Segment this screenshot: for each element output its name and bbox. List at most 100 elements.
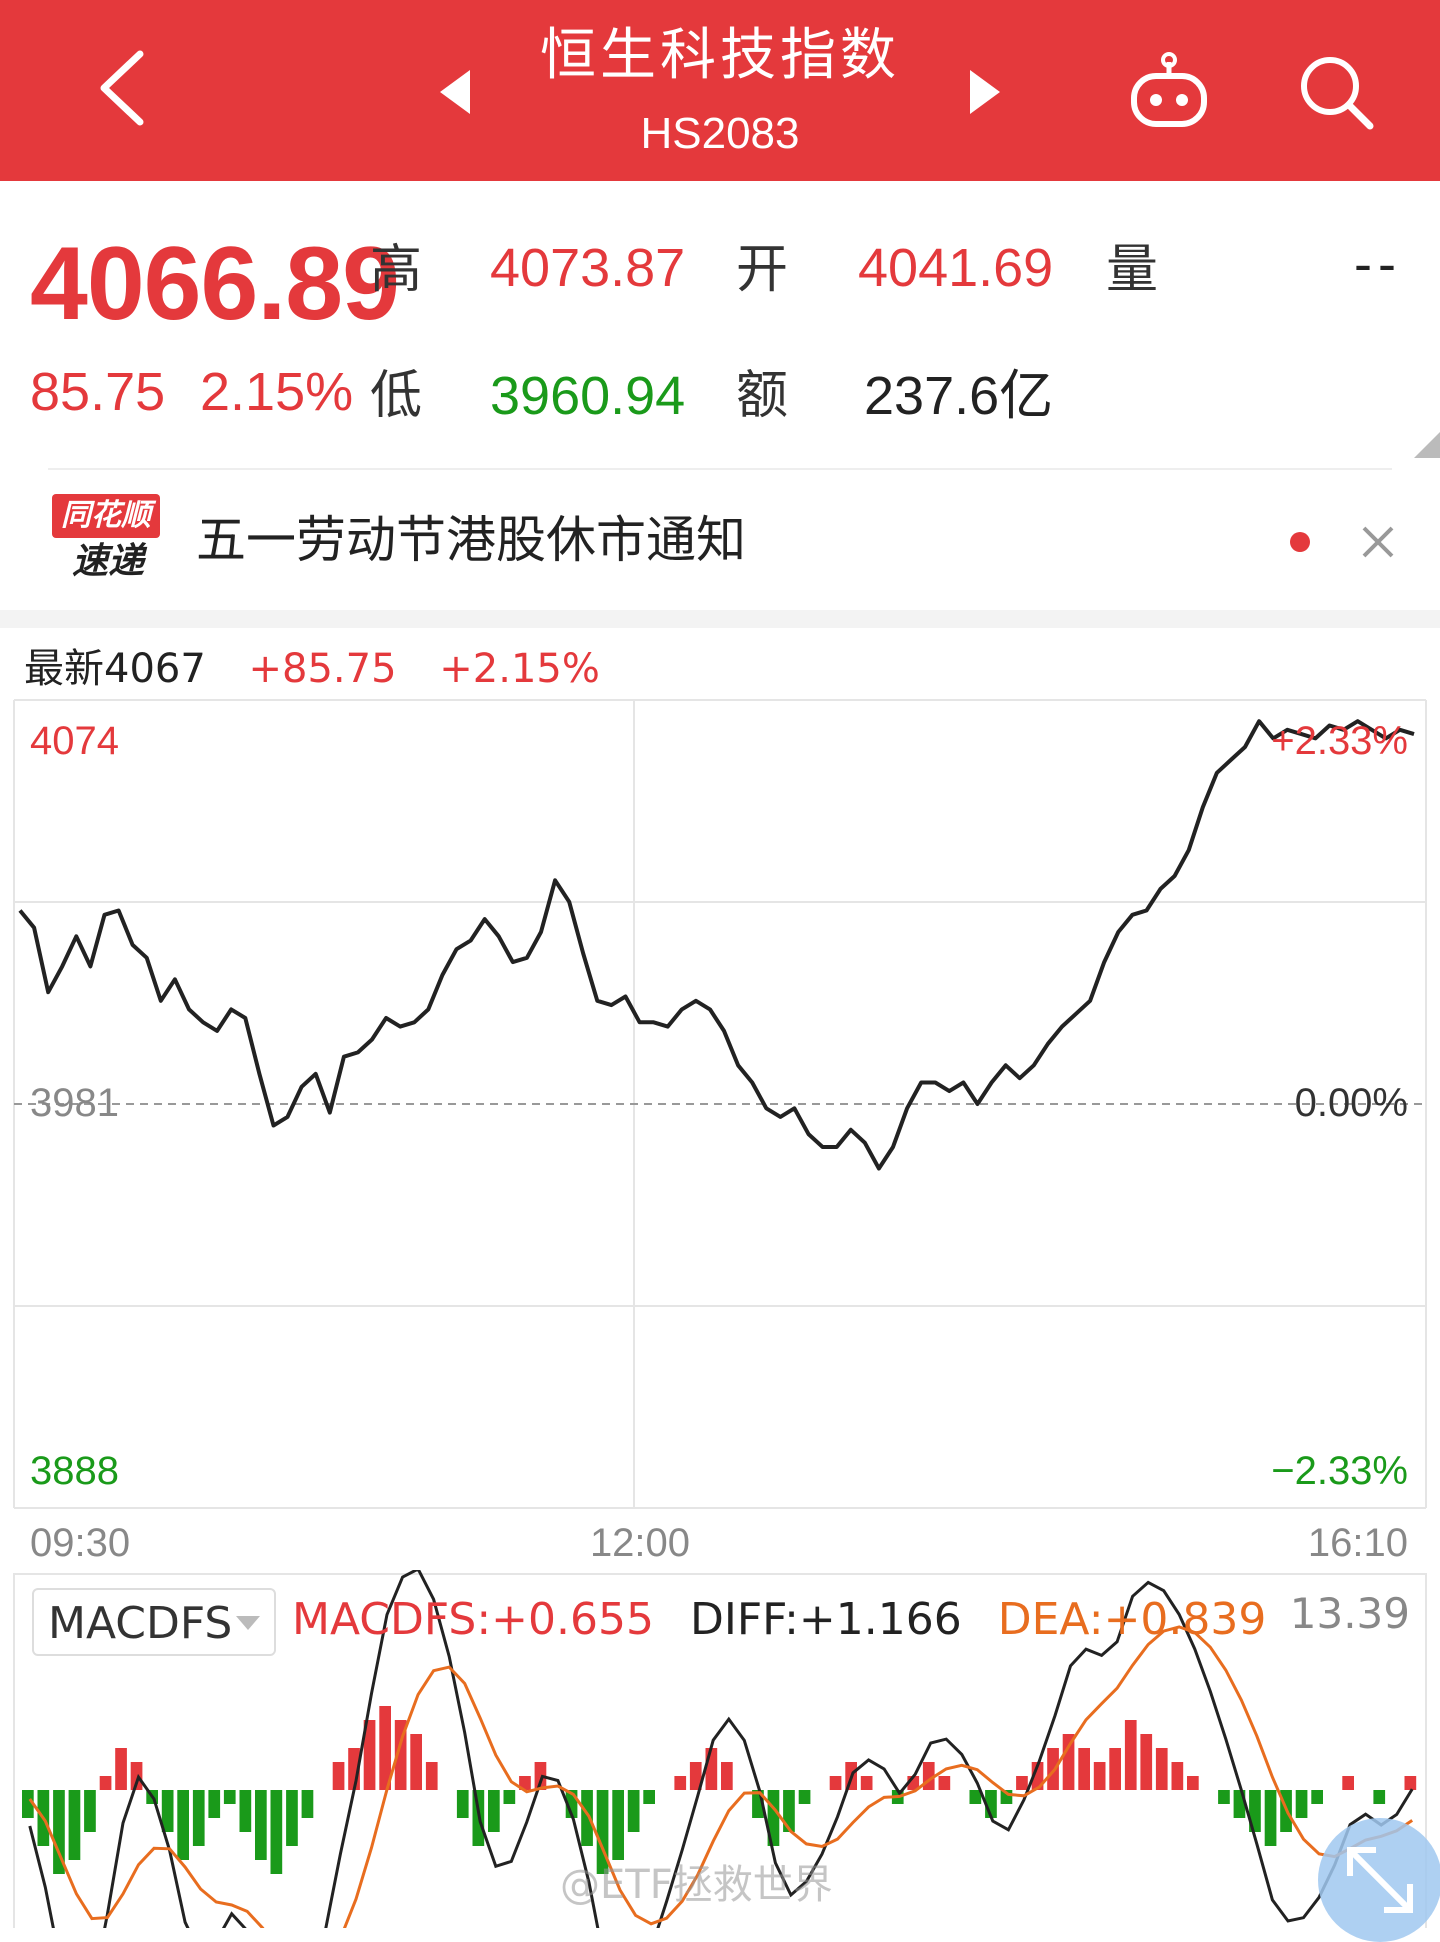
macd-bar [84, 1790, 96, 1832]
chevron-down-icon [236, 1616, 260, 1630]
macd-bar [985, 1790, 997, 1818]
macd-bar [534, 1762, 547, 1790]
latest-change-pct: +2.15% [439, 646, 600, 692]
volume-label: 量 [1106, 240, 1159, 300]
dea-value: DEA:+0.839 [997, 1594, 1267, 1645]
macd-chart[interactable] [0, 1570, 1440, 1928]
expand-corner-mark[interactable] [1414, 432, 1440, 458]
macd-bar [519, 1776, 531, 1790]
macd-bar [286, 1790, 298, 1846]
news-logo-bottom: 速递 [71, 541, 144, 582]
macd-bar [394, 1720, 407, 1790]
open-value: 4041.69 [858, 238, 1054, 298]
open-label: 开 [736, 240, 789, 300]
macd-max-value: 13.39 [1289, 1589, 1410, 1638]
current-price: 4066.89 [30, 226, 400, 342]
macd-bar [1404, 1776, 1417, 1790]
price-line [18, 719, 1415, 1171]
macd-bar [1233, 1790, 1246, 1818]
macd-bar [130, 1762, 143, 1790]
watermark: @ETF拯救世界 [560, 1862, 833, 1908]
macd-bar [581, 1790, 593, 1846]
y-label-top: 4074 [30, 719, 119, 763]
macd-bar [410, 1734, 422, 1790]
macd-bar [565, 1790, 578, 1818]
high-value: 4073.87 [490, 238, 686, 298]
low-label: 低 [370, 366, 423, 426]
back-icon[interactable] [88, 48, 168, 128]
macd-bar [1187, 1776, 1199, 1790]
macd-bar [1295, 1790, 1308, 1818]
search-icon[interactable] [1296, 50, 1376, 132]
diff-value: DIFF:+1.166 [690, 1594, 962, 1645]
close-icon[interactable] [1360, 524, 1396, 560]
news-logo-top: 同花顺 [52, 494, 160, 538]
pct-label-top: +2.33% [1271, 719, 1408, 763]
macd-bar [1342, 1776, 1354, 1790]
news-logo: 同花顺 速递 [48, 494, 160, 584]
y-label-bottom: 3888 [30, 1449, 119, 1493]
amount-value: 237.6亿 [864, 366, 1054, 426]
macd-bar [1311, 1790, 1323, 1804]
latest-change: +85.75 [248, 646, 397, 692]
macd-bar [798, 1790, 811, 1804]
expand-icon[interactable] [1318, 1818, 1440, 1942]
time-label-end: 16:10 [1308, 1521, 1408, 1565]
macd-bar [456, 1790, 469, 1818]
macd-bar [1218, 1790, 1230, 1804]
macd-bar [161, 1790, 174, 1832]
indicator-selector-label: MACDFS [48, 1598, 233, 1649]
macd-values: MACDFS:+0.655 DIFF:+1.166 DEA:+0.839 [292, 1592, 1288, 1648]
macd-bar [425, 1762, 438, 1790]
macd-bar [705, 1748, 718, 1790]
time-label-start: 09:30 [30, 1521, 130, 1565]
macd-bar [332, 1762, 345, 1790]
macd-bar [1140, 1734, 1153, 1790]
macd-bar [1093, 1762, 1106, 1790]
page-title: 恒生科技指数 [540, 23, 900, 88]
pct-label-mid: 0.00% [1295, 1081, 1408, 1125]
price-change: 85.75 [30, 362, 166, 422]
price-change-pct: 2.15% [200, 362, 354, 422]
macd-bar [115, 1748, 127, 1790]
macd-bar [1016, 1776, 1028, 1790]
macd-bar [612, 1790, 624, 1860]
macd-bar [922, 1762, 935, 1790]
macd-bar [1109, 1748, 1121, 1790]
macd-bar [1249, 1790, 1261, 1832]
indicator-selector[interactable]: MACDFS [32, 1588, 276, 1656]
macd-bar [363, 1720, 376, 1790]
unread-dot [1290, 532, 1310, 552]
prev-arrow-icon[interactable] [436, 66, 476, 118]
volume-value: -- [1354, 234, 1402, 294]
macd-bar [860, 1776, 873, 1790]
macd-bar [1062, 1734, 1075, 1790]
macd-bar [223, 1790, 236, 1804]
macd-bar [907, 1776, 920, 1790]
intraday-chart[interactable]: 4074 3981 3888 +2.33% 0.00% −2.33% 09:30… [0, 690, 1440, 1570]
macd-bar [1155, 1748, 1168, 1790]
macd-bar [627, 1790, 640, 1832]
macd-frame [13, 1573, 1427, 1928]
macd-bar [1000, 1790, 1013, 1804]
macd-bar [270, 1790, 283, 1874]
robot-icon[interactable] [1128, 52, 1210, 132]
index-code: HS2083 [640, 109, 800, 158]
next-arrow-icon[interactable] [964, 66, 1004, 118]
macd-bar [239, 1790, 252, 1832]
macd-bar [1264, 1790, 1277, 1846]
macd-bar [99, 1776, 112, 1790]
top-bar: 恒生科技指数 HS2083 [0, 0, 1440, 181]
macd-histogram [22, 1706, 1417, 1874]
amount-label: 额 [736, 366, 789, 426]
time-label-mid: 12:00 [590, 1521, 690, 1565]
dea-line [28, 1625, 1414, 1928]
macd-bar [829, 1776, 842, 1790]
news-headline[interactable]: 五一劳动节港股休市通知 [196, 511, 746, 569]
macd-bar [721, 1762, 733, 1790]
macd-bar [1124, 1720, 1137, 1790]
macd-bar [22, 1790, 34, 1818]
macd-bar [969, 1790, 982, 1804]
low-value: 3960.94 [490, 366, 686, 426]
macdfs-value: MACDFS:+0.655 [292, 1594, 655, 1645]
